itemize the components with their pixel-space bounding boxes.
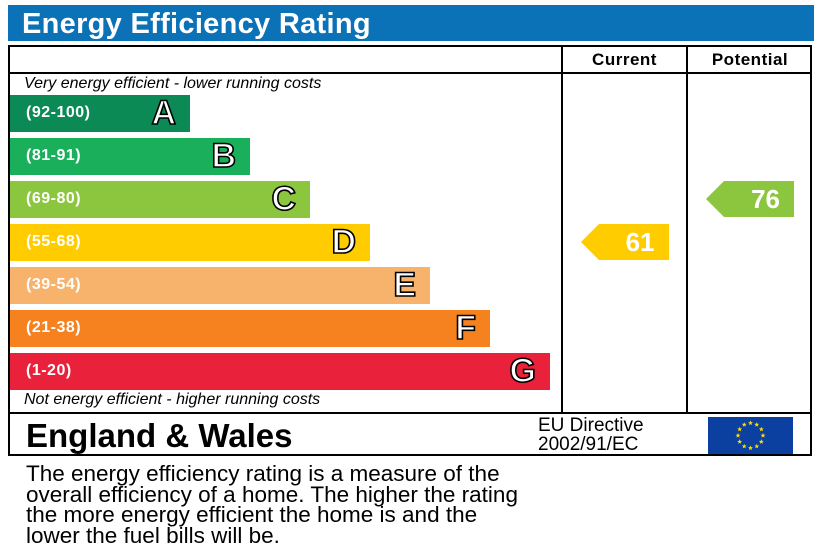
band-b: (81-91) B [10,137,250,176]
band-letter-label: D [331,223,357,262]
title-bar: Energy Efficiency Rating [8,5,814,41]
eu-star-icon [754,422,760,427]
band-f: (21-38) F [10,309,490,348]
band-a: (92-100) A [10,94,190,133]
eu-directive-line1: EU Directive [538,415,644,436]
chart-frame [8,45,812,456]
description-line-4: lower the fuel bills will be. [26,522,280,548]
potential-rating-value: 76 [751,184,780,214]
band-letter-label: B [211,137,237,176]
footer-divider [8,412,812,414]
band-d: (55-68) D [10,223,370,262]
eu-flag-icon [708,417,793,454]
band-letter-label: E [393,266,417,305]
eu-star-icon [758,439,764,444]
header-divider [8,72,812,74]
eu-directive-line2: 2002/91/EC [538,434,639,455]
eu-star-icon [754,443,760,449]
band-range-label: (1-20) [26,362,72,379]
eu-star-icon [737,439,743,444]
eu-star-icon [760,432,766,438]
eu-star-icon [758,426,764,432]
eu-star-icon [741,422,747,427]
band-range-label: (69-80) [26,190,82,207]
description-line-3: the more energy efficient the home is an… [26,502,478,527]
band-letter-label: G [509,352,537,391]
description-line-1: The energy efficiency rating is a measur… [26,461,500,486]
column-divider-current [561,45,563,414]
column-header-potential: Potential [711,50,789,69]
band-letter-label: A [151,94,177,133]
chart-title: Energy Efficiency Rating [22,8,371,40]
band-g: (1-20) G [10,352,550,391]
column-divider-potential [686,45,688,414]
eu-star-icon [735,432,741,438]
description: The energy efficiency rating is a measur… [26,461,816,548]
description-line-2: overall efficiency of a home. The higher… [26,481,518,507]
column-header-current: Current [592,50,657,69]
band-e: (39-54) E [10,266,430,305]
current-rating-value: 61 [625,227,655,257]
eu-directive: EU Directive 2002/91/EC [538,416,644,454]
eu-star-icon [741,443,747,449]
band-letter-label: C [271,180,297,219]
band-c: (69-80) C [10,180,310,219]
band-range-label: (92-100) [26,104,91,121]
eu-star-icon [748,445,753,451]
band-range-label: (21-38) [26,319,82,336]
potential-rating-arrow: 76 [706,181,794,217]
footer-country: England & Wales [26,417,293,454]
band-range-label: (55-68) [26,233,82,250]
eu-star-icon [748,420,753,426]
band-range-label: (81-91) [26,147,82,164]
eu-star-icon [737,426,743,432]
band-range-label: (39-54) [26,276,82,293]
current-rating-arrow: 61 [580,224,669,260]
band-letter-label: F [454,309,476,348]
bottom-caption: Not energy efficient - higher running co… [24,391,321,408]
top-caption: Very energy efficient - lower running co… [24,75,322,92]
